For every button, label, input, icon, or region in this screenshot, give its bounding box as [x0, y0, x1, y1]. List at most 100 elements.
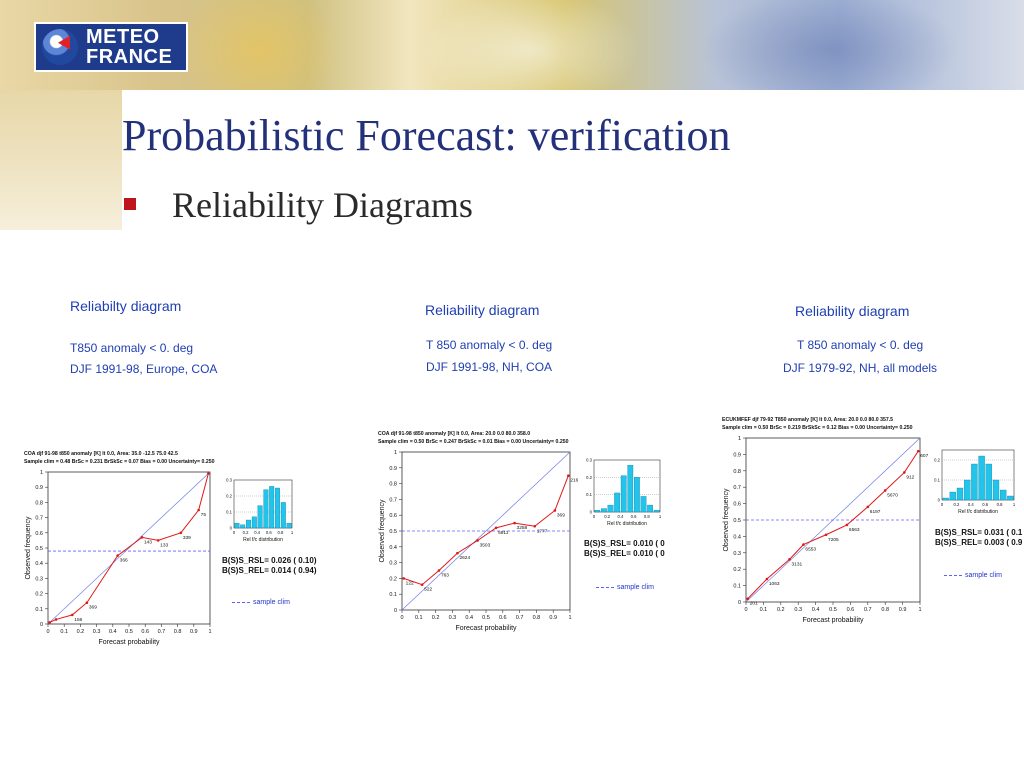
data-point	[437, 569, 441, 572]
y-tick-label: 0.8	[733, 469, 741, 475]
chart-header-2: Sample clim = 0.50 BrSc = 0.219 BrSkSc =…	[722, 425, 913, 431]
globe-arrow-icon	[42, 29, 78, 65]
data-point	[54, 618, 58, 621]
hist-bar	[992, 479, 1000, 501]
hist-bar	[275, 487, 280, 529]
stat-rel-1: B(S)S_REL= 0.014 ( 0.94)	[222, 566, 317, 575]
reliability-chart-1: COA djf 91-98 t850 anomaly [K] lt 0.0, A…	[24, 451, 215, 646]
dashed-line-icon	[944, 574, 962, 576]
hist-bar	[949, 491, 956, 501]
hist-y-tick-label: 0.2	[586, 475, 592, 480]
chart-header-2: Sample clim = 0.50 BrSc = 0.247 BrSkSc =…	[378, 439, 569, 445]
hist-bar	[978, 455, 985, 501]
y-axis-label: Observed frequency	[25, 516, 32, 580]
x-tick-label: 0.5	[829, 607, 837, 613]
y-tick-label: 0	[394, 608, 397, 614]
hist-y-tick-label: 0.1	[586, 492, 592, 497]
y-tick-label: 1	[40, 470, 43, 476]
x-tick-label: 0.3	[794, 607, 802, 613]
hist-bar	[1000, 489, 1007, 501]
data-point	[567, 474, 570, 477]
hist-x-tick-label: 0.2	[953, 502, 959, 507]
hist-y-tick-label: 0.3	[586, 458, 592, 463]
hist-x-tick-label: 0.2	[243, 530, 249, 535]
y-tick-label: 0.3	[35, 576, 43, 582]
legend-sample-clim-2: sample clim	[596, 584, 654, 591]
data-point	[197, 508, 200, 512]
hist-bar	[607, 504, 614, 513]
legend-label-2: sample clim	[617, 584, 654, 591]
x-tick-label: 0.9	[899, 607, 907, 613]
y-tick-label: 1	[394, 450, 397, 456]
point-count-label: 607	[920, 453, 928, 459]
y-tick-label: 0.6	[35, 531, 43, 537]
y-tick-label: 0.2	[389, 576, 397, 582]
data-point	[207, 472, 210, 475]
hist-x-tick-label: 1	[1013, 502, 1016, 507]
hist-bar	[647, 504, 653, 513]
hist-bar	[269, 486, 275, 529]
x-tick-label: 0.2	[432, 615, 440, 621]
y-tick-label: 0.5	[389, 529, 397, 535]
hist-bar	[956, 487, 964, 501]
hist-bar	[286, 523, 292, 529]
data-point	[746, 597, 750, 601]
hist-bar	[234, 523, 240, 529]
hist-bar	[620, 475, 627, 513]
point-count-label: 3503	[480, 542, 491, 548]
y-tick-label: 0	[40, 622, 43, 628]
hist-x-tick-label: 0	[593, 514, 596, 519]
caption-title-2: Reliability diagram	[425, 302, 540, 318]
data-point	[402, 577, 405, 580]
point-count-label: 3258	[517, 525, 528, 531]
caption-title-3: Reliability diagram	[795, 303, 910, 319]
data-point	[48, 621, 51, 624]
legend-sample-clim-3: sample clim	[944, 572, 1002, 579]
x-tick-label: 0.5	[125, 629, 133, 635]
point-count-label: 2624	[459, 555, 470, 561]
y-tick-label: 0.5	[733, 518, 741, 524]
data-point	[903, 471, 906, 474]
y-tick-label: 0.7	[733, 485, 741, 491]
hist-bar	[614, 492, 620, 513]
y-tick-label: 0.9	[733, 452, 741, 458]
hist-x-tick-label: 0.4	[617, 514, 623, 519]
point-count-label: 7205	[828, 537, 839, 543]
x-tick-label: 0.4	[812, 607, 820, 613]
point-count-label: 763	[441, 573, 449, 579]
legend-sample-clim-1: sample clim	[232, 599, 290, 606]
x-tick-label: 0.8	[174, 629, 182, 635]
x-tick-label: 0	[400, 615, 403, 621]
point-count-label: 369	[89, 605, 97, 611]
chart-header-2: Sample clim = 0.48 BrSc = 0.231 BrSkSc =…	[24, 459, 215, 465]
point-count-label: 75	[201, 512, 207, 518]
hist-bar	[971, 463, 978, 501]
hist-x-tick-label: 0.4	[254, 530, 260, 535]
x-tick-label: 0.7	[516, 615, 524, 621]
banner-decoration	[180, 0, 340, 90]
point-count-label: 912	[906, 474, 914, 480]
y-tick-label: 0.4	[733, 534, 741, 540]
caption-line1-1: T850 anomaly < 0. deg	[70, 341, 194, 355]
hist-bar	[653, 510, 660, 513]
hist-bar	[964, 479, 971, 501]
x-tick-label: 0.3	[93, 629, 101, 635]
x-tick-label: 0.6	[499, 615, 507, 621]
brier-stats-1: B(S)S_RSL= 0.026 ( 0.10) B(S)S_REL= 0.01…	[222, 556, 316, 576]
hist-bar	[257, 505, 263, 529]
point-count-label: 122	[406, 580, 414, 586]
data-point	[476, 539, 479, 542]
x-tick-label: 0.1	[415, 615, 423, 621]
data-point	[802, 543, 805, 546]
meteo-france-logo: METEO FRANCE	[34, 22, 188, 72]
point-count-label: 133	[160, 542, 168, 548]
hist-y-tick-label: 0	[230, 526, 233, 531]
logo-line2: FRANCE	[86, 46, 173, 68]
hist-x-axis-label: Rel f/c distribution	[607, 521, 647, 527]
hist-x-tick-label: 0.6	[631, 514, 637, 519]
reliability-curve	[403, 475, 569, 586]
reliability-chart-3: ECUKMFEF djf 79-92 T850 anomaly [K] lt 0…	[722, 417, 929, 624]
data-point	[916, 449, 920, 453]
stat-rel-2: B(S)S_REL= 0.010 ( 0	[584, 549, 665, 558]
hist-y-tick-label: 0.1	[226, 510, 232, 515]
